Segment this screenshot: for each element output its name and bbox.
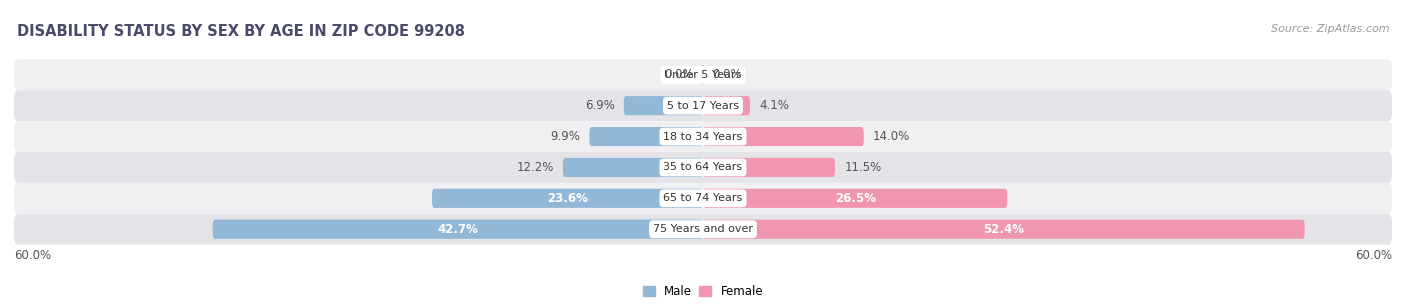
Text: 6.9%: 6.9% <box>585 99 614 112</box>
Text: 14.0%: 14.0% <box>873 130 910 143</box>
Text: 12.2%: 12.2% <box>516 161 554 174</box>
FancyBboxPatch shape <box>703 96 749 115</box>
FancyBboxPatch shape <box>14 121 1392 152</box>
FancyBboxPatch shape <box>14 214 1392 245</box>
FancyBboxPatch shape <box>703 158 835 177</box>
Text: 5 to 17 Years: 5 to 17 Years <box>666 101 740 111</box>
FancyBboxPatch shape <box>14 183 1392 214</box>
FancyBboxPatch shape <box>14 152 1392 183</box>
FancyBboxPatch shape <box>14 90 1392 121</box>
Text: 0.0%: 0.0% <box>713 68 742 81</box>
FancyBboxPatch shape <box>432 189 703 208</box>
Text: 0.0%: 0.0% <box>664 68 693 81</box>
Text: 26.5%: 26.5% <box>835 192 876 205</box>
FancyBboxPatch shape <box>624 96 703 115</box>
Text: 4.1%: 4.1% <box>759 99 789 112</box>
Text: 23.6%: 23.6% <box>547 192 588 205</box>
FancyBboxPatch shape <box>562 158 703 177</box>
FancyBboxPatch shape <box>703 219 1305 239</box>
Text: 35 to 64 Years: 35 to 64 Years <box>664 162 742 172</box>
Legend: Male, Female: Male, Female <box>643 285 763 298</box>
FancyBboxPatch shape <box>212 219 703 239</box>
FancyBboxPatch shape <box>703 127 863 146</box>
Text: 9.9%: 9.9% <box>550 130 581 143</box>
FancyBboxPatch shape <box>703 189 1007 208</box>
FancyBboxPatch shape <box>14 59 1392 90</box>
Text: 42.7%: 42.7% <box>437 223 478 236</box>
Text: 65 to 74 Years: 65 to 74 Years <box>664 193 742 203</box>
Text: 52.4%: 52.4% <box>983 223 1025 236</box>
Text: 75 Years and over: 75 Years and over <box>652 224 754 234</box>
Text: 60.0%: 60.0% <box>14 249 51 262</box>
FancyBboxPatch shape <box>589 127 703 146</box>
Text: Under 5 Years: Under 5 Years <box>665 70 741 80</box>
Text: 60.0%: 60.0% <box>1355 249 1392 262</box>
Text: DISABILITY STATUS BY SEX BY AGE IN ZIP CODE 99208: DISABILITY STATUS BY SEX BY AGE IN ZIP C… <box>17 24 465 39</box>
Text: 11.5%: 11.5% <box>844 161 882 174</box>
Text: 18 to 34 Years: 18 to 34 Years <box>664 132 742 142</box>
Text: Source: ZipAtlas.com: Source: ZipAtlas.com <box>1271 24 1389 34</box>
